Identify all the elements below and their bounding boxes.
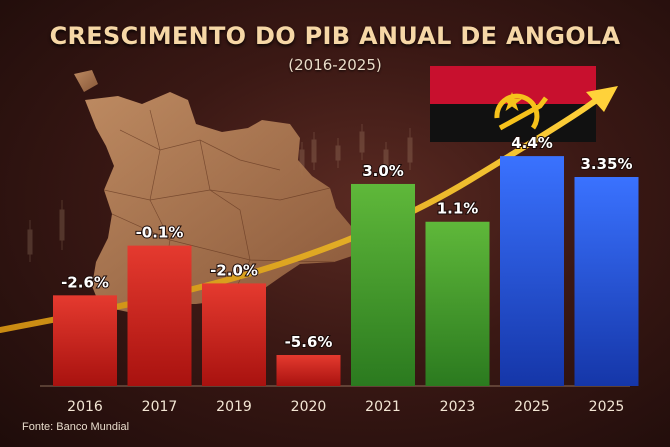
- category-label-3: 2020: [291, 399, 327, 415]
- flag-emblem-icon: [494, 92, 548, 131]
- category-label-4: 2021: [365, 399, 401, 415]
- value-label-4: 3.0%: [362, 162, 404, 180]
- value-label-3: -5.6%: [285, 333, 333, 351]
- value-label-7: 3.35%: [580, 155, 632, 173]
- category-label-2: 2019: [216, 399, 252, 415]
- value-label-6: 4.4%: [511, 134, 553, 152]
- category-label-0: 2016: [67, 399, 103, 415]
- cabinda-enclave: [74, 70, 98, 92]
- value-label-0: -2.6%: [61, 273, 109, 291]
- category-label-5: 2023: [440, 399, 476, 415]
- bar-7: [574, 177, 639, 386]
- value-label-2: -2.0%: [210, 261, 258, 279]
- chart-subtitle: (2016-2025): [288, 56, 382, 74]
- bar-4: [351, 183, 415, 386]
- bar-1: [127, 245, 192, 386]
- value-labels-group: -2.6% -0.1% -2.0% -5.6% 3.0% 1.1% 4.4% 3.35%: [60, 133, 633, 352]
- chart-title: CRESCIMENTO DO PIB ANUAL DE ANGOLA: [49, 22, 621, 50]
- candlestick-backdrop: [27, 124, 413, 262]
- value-label-5: 1.1%: [437, 200, 479, 218]
- category-label-6: 2025: [514, 399, 550, 415]
- category-label-1: 2017: [142, 399, 178, 415]
- value-label-1: -0.1%: [136, 224, 184, 242]
- category-labels-group: 2016 2017 2019 2020 2021 2023 2025 2025: [67, 399, 624, 415]
- bar-6: [500, 156, 564, 386]
- source-note: Fonte: Banco Mundial: [22, 421, 130, 433]
- bars-group: [53, 156, 639, 386]
- category-label-7: 2025: [589, 399, 625, 415]
- bar-5: [425, 221, 490, 386]
- angola-flag: [430, 66, 596, 142]
- bar-3: [276, 355, 341, 386]
- bar-2: [202, 283, 266, 386]
- bar-0: [53, 295, 117, 386]
